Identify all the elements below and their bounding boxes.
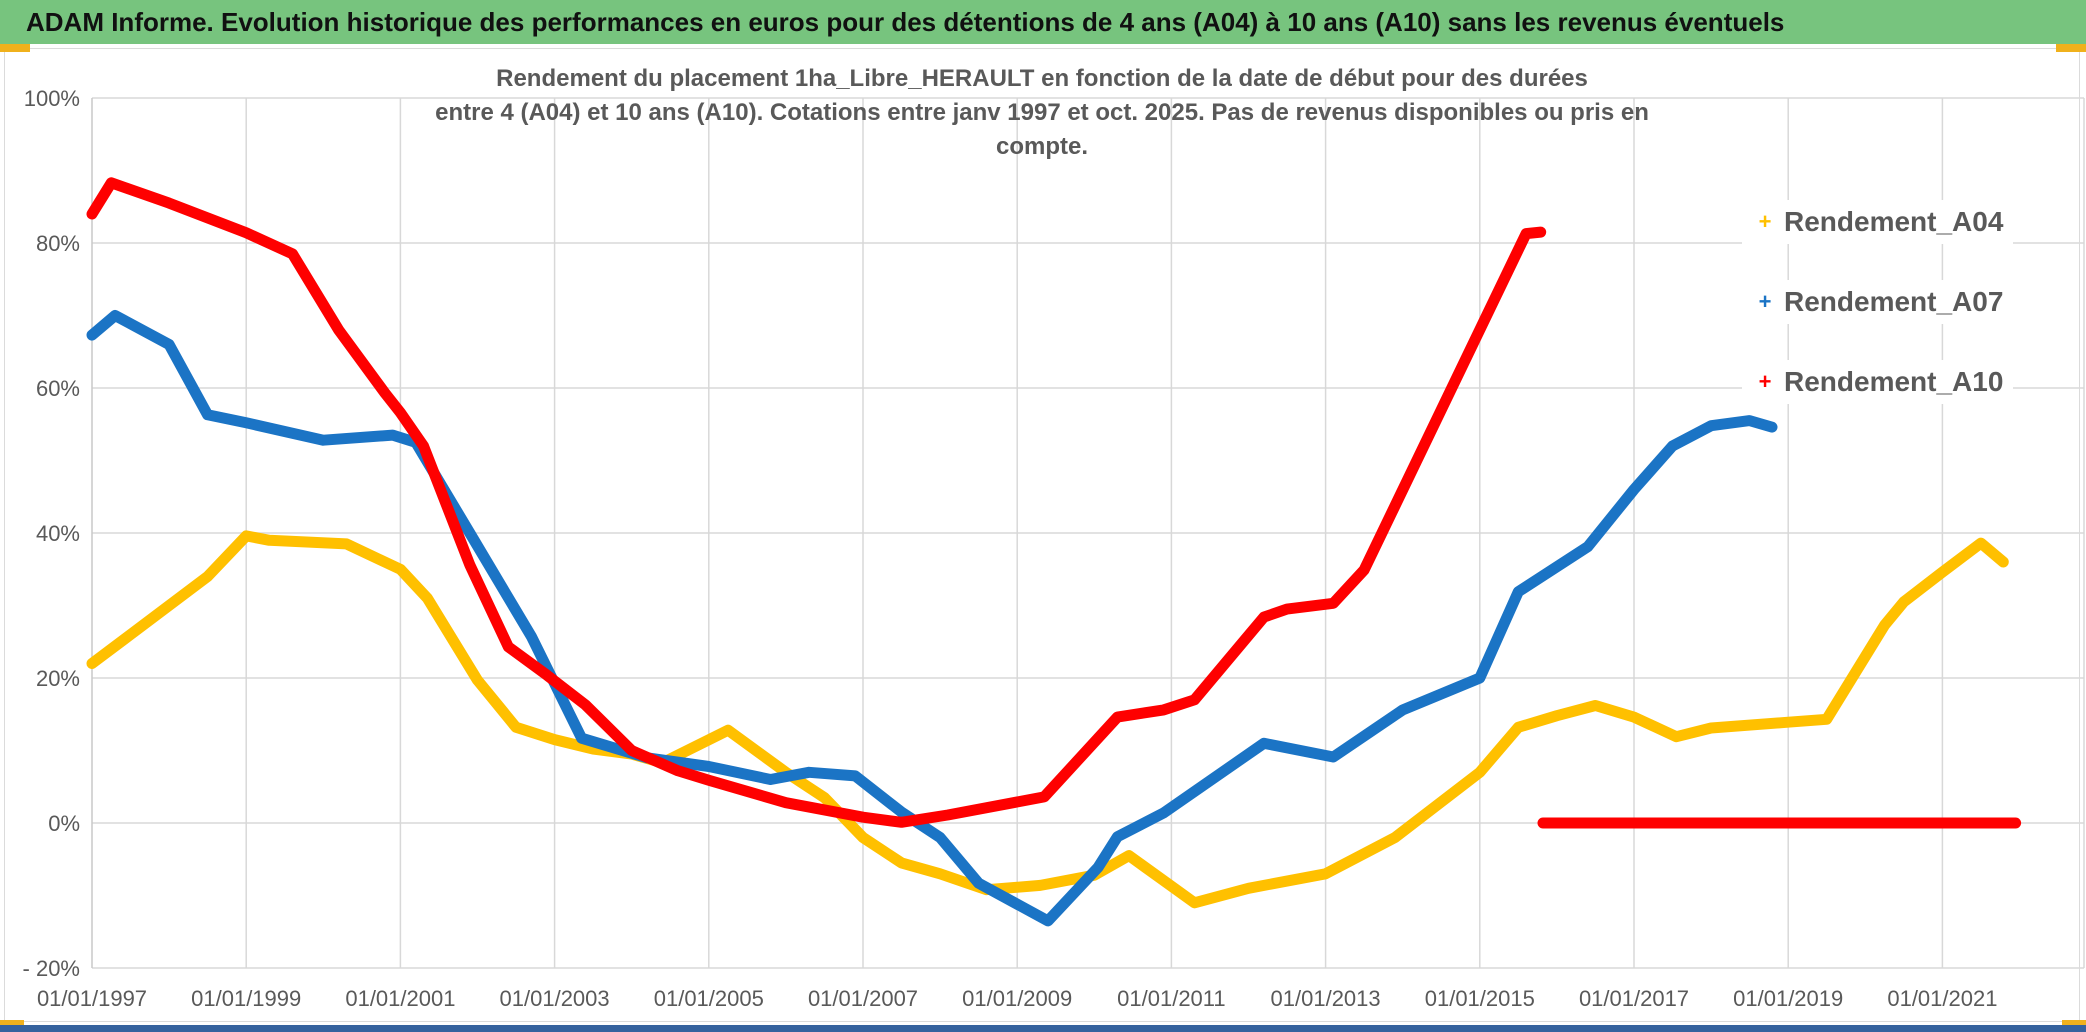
x-tick-label: 01/01/2011 xyxy=(1117,986,1225,1011)
legend-label: Rendement_A07 xyxy=(1784,286,2004,317)
x-tick-label: 01/01/2005 xyxy=(654,986,764,1011)
x-tick-label: 01/01/2007 xyxy=(808,986,918,1011)
legend-item-rendement_a10[interactable]: + Rendement_A10 xyxy=(1742,360,2014,404)
corner-accent-bottom-right xyxy=(2062,1020,2086,1029)
x-tick-label: 01/01/2013 xyxy=(1271,986,1381,1011)
page-title: ADAM Informe. Evolution historique des p… xyxy=(26,6,1785,37)
legend-item-rendement_a07[interactable]: + Rendement_A07 xyxy=(1742,280,2014,324)
x-tick-label: 01/01/1999 xyxy=(191,986,301,1011)
y-tick-label: 80% xyxy=(36,231,80,256)
corner-accent-top-left xyxy=(0,44,30,52)
x-tick-label: 01/01/2009 xyxy=(962,986,1072,1011)
corner-accent-top-right xyxy=(2056,44,2086,52)
x-tick-label: 01/01/2015 xyxy=(1425,986,1535,1011)
chart-title: Rendement du placement 1ha_Libre_HERAULT… xyxy=(392,62,1692,164)
y-tick-label: 100% xyxy=(24,86,80,111)
x-tick-label: 01/01/1997 xyxy=(37,986,147,1011)
y-tick-label: 40% xyxy=(36,521,80,546)
x-tick-label: 01/01/2021 xyxy=(1887,986,1997,1011)
legend-plus-marker-icon: + xyxy=(1758,369,1772,394)
header-bar: ADAM Informe. Evolution historique des p… xyxy=(0,0,2086,44)
x-tick-label: 01/01/2017 xyxy=(1579,986,1689,1011)
y-tick-label: 60% xyxy=(36,376,80,401)
legend-label: Rendement_A10 xyxy=(1784,366,2004,397)
y-tick-label: - 20% xyxy=(23,956,80,981)
x-tick-label: 01/01/2019 xyxy=(1733,986,1843,1011)
y-tick-label: 20% xyxy=(36,666,80,691)
x-tick-label: 01/01/2001 xyxy=(345,986,455,1011)
chart-legend: + Rendement_A04 + Rendement_A07 + Rendement_A… xyxy=(1742,200,2014,404)
bottom-scrollbar[interactable] xyxy=(0,1025,2086,1032)
series-rendement_a07 xyxy=(86,310,1778,927)
y-tick-label: 0% xyxy=(48,811,80,836)
legend-plus-marker-icon: + xyxy=(1758,209,1772,234)
legend-label: Rendement_A04 xyxy=(1784,206,2004,237)
chart-title-line1: Rendement du placement 1ha_Libre_HERAULT… xyxy=(496,65,1588,92)
corner-accent-bottom-left xyxy=(0,1020,24,1029)
series-rendement_a04 xyxy=(86,530,2009,909)
x-tick-label: 01/01/2003 xyxy=(500,986,610,1011)
series-rendement_a10 xyxy=(86,177,1547,828)
legend-item-rendement_a04[interactable]: + Rendement_A04 xyxy=(1742,200,2014,244)
chart-title-line2: entre 4 (A04) et 10 ans (A10). Cotations… xyxy=(435,99,1649,160)
legend-plus-marker-icon: + xyxy=(1758,289,1772,314)
